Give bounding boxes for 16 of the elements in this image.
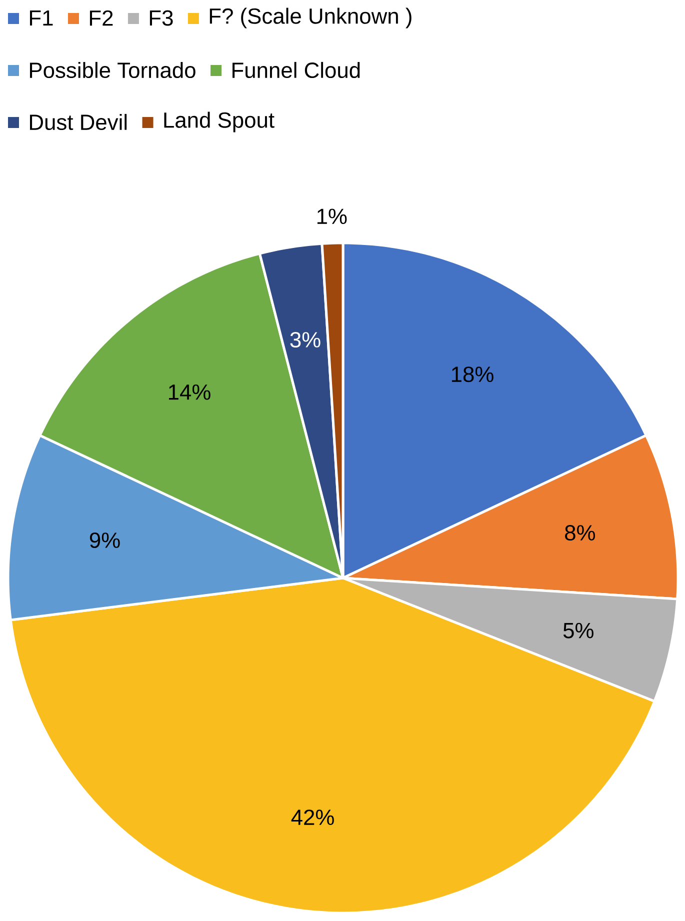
data-label: 18% <box>452 366 494 382</box>
data-label: 8% <box>565 525 595 541</box>
legend-label: Land Spout <box>164 112 274 132</box>
legend-label: F1 <box>30 10 53 26</box>
legend-label: Dust Devil <box>30 114 127 130</box>
legend-label: F? (Scale Unknown ) <box>210 8 412 28</box>
data-label: 5% <box>563 622 594 638</box>
legend-label: Possible Tornado <box>30 62 196 78</box>
legend-label: F2 <box>90 10 113 26</box>
data-label: 3% <box>290 332 320 348</box>
data-label: 42% <box>291 810 334 826</box>
legend-label: F3 <box>150 10 173 26</box>
data-label: 1% <box>317 208 347 224</box>
data-label: 9% <box>90 532 120 548</box>
legend-label: Funnel Cloud <box>232 62 360 78</box>
data-label: 14% <box>168 384 210 400</box>
